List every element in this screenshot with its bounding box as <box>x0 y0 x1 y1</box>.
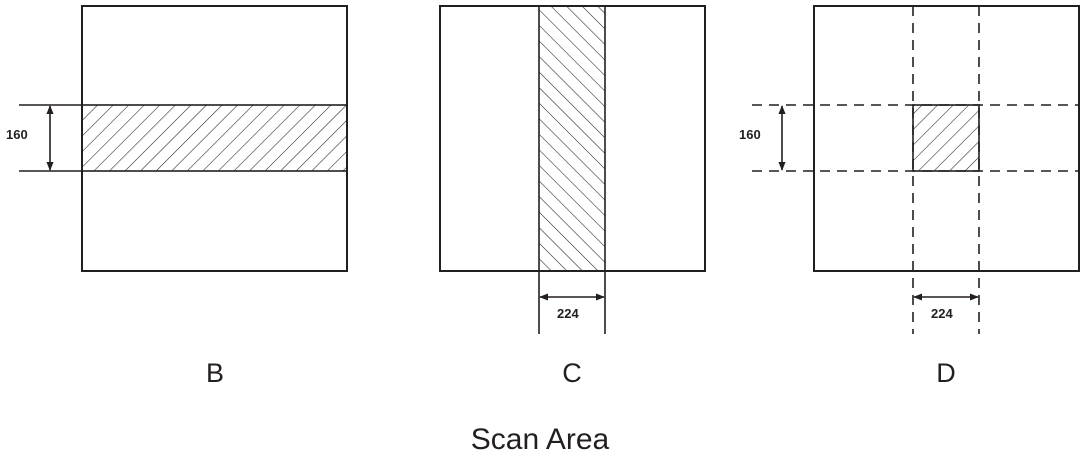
panel-b-scan-region <box>81 104 348 172</box>
panel-c-frame <box>439 5 706 272</box>
panel-c: 224 C <box>439 5 706 388</box>
diagram-caption: Scan Area <box>471 423 610 456</box>
panel-c-dimension-label: 224 <box>557 306 579 321</box>
panel-d-scan-region <box>912 104 980 172</box>
panel-d-dimension-label-vertical: 160 <box>739 127 761 142</box>
panel-b-frame <box>81 5 348 272</box>
panel-c-label: C <box>562 358 582 388</box>
panel-c-scan-region <box>538 5 606 272</box>
panel-d: 160 224 D <box>739 5 1080 388</box>
panel-b-label: B <box>206 358 224 388</box>
panel-b-dimension-label: 160 <box>6 127 28 142</box>
panel-d-frame <box>813 5 1080 272</box>
panel-b: 160 B <box>6 5 348 388</box>
panel-d-dimension-label-horizontal: 224 <box>931 306 953 321</box>
panel-d-label: D <box>936 358 956 388</box>
